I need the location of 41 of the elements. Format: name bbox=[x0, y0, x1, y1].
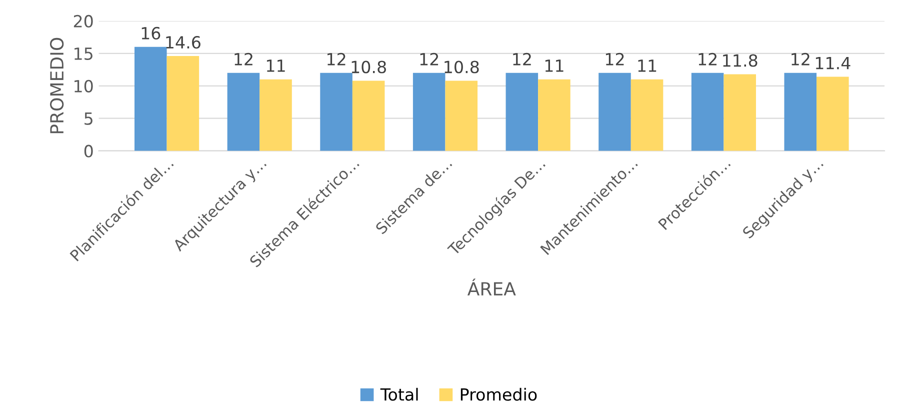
data-label: 10.8 bbox=[444, 60, 479, 74]
data-label: 11.4 bbox=[816, 57, 850, 70]
bar bbox=[816, 76, 849, 151]
y-tick-label: 10 bbox=[74, 80, 93, 92]
data-label: 12 bbox=[513, 52, 531, 66]
y-tick-label: 0 bbox=[84, 144, 93, 158]
data-label: 14.6 bbox=[166, 36, 200, 49]
data-label: 16 bbox=[142, 26, 160, 40]
data-label: 11 bbox=[545, 60, 564, 72]
bar bbox=[598, 72, 631, 151]
data-label: 12 bbox=[792, 52, 810, 66]
legend-label: Promedio bbox=[460, 388, 537, 401]
data-label: 12 bbox=[698, 52, 716, 66]
bar bbox=[630, 79, 664, 151]
data-label: 12 bbox=[606, 52, 624, 66]
bar bbox=[134, 46, 167, 151]
bar bbox=[445, 80, 478, 151]
x-axis-title: ÁREA bbox=[467, 278, 516, 296]
data-label: 10.8 bbox=[352, 60, 386, 74]
y-tick-label: 5 bbox=[84, 112, 92, 125]
bar bbox=[412, 72, 446, 151]
bar bbox=[320, 72, 352, 151]
bar bbox=[724, 74, 756, 151]
data-label: 11 bbox=[266, 60, 285, 72]
legend-label: Total bbox=[380, 388, 418, 401]
data-label: 12 bbox=[328, 52, 346, 66]
bar bbox=[227, 72, 260, 151]
bar bbox=[260, 79, 292, 151]
y-tick-label: 15 bbox=[74, 48, 92, 60]
data-label: 11 bbox=[638, 60, 656, 72]
bar bbox=[166, 56, 200, 151]
data-label: 12 bbox=[420, 52, 438, 66]
bar bbox=[538, 79, 570, 151]
bar bbox=[784, 72, 817, 151]
y-tick-label: 20 bbox=[74, 14, 93, 28]
bar bbox=[691, 72, 724, 151]
y-axis-title: PROMEDIO bbox=[50, 38, 64, 134]
bar bbox=[352, 80, 385, 151]
data-label: 12 bbox=[234, 52, 252, 66]
data-label: 11.8 bbox=[723, 54, 758, 67]
bar bbox=[506, 72, 538, 151]
